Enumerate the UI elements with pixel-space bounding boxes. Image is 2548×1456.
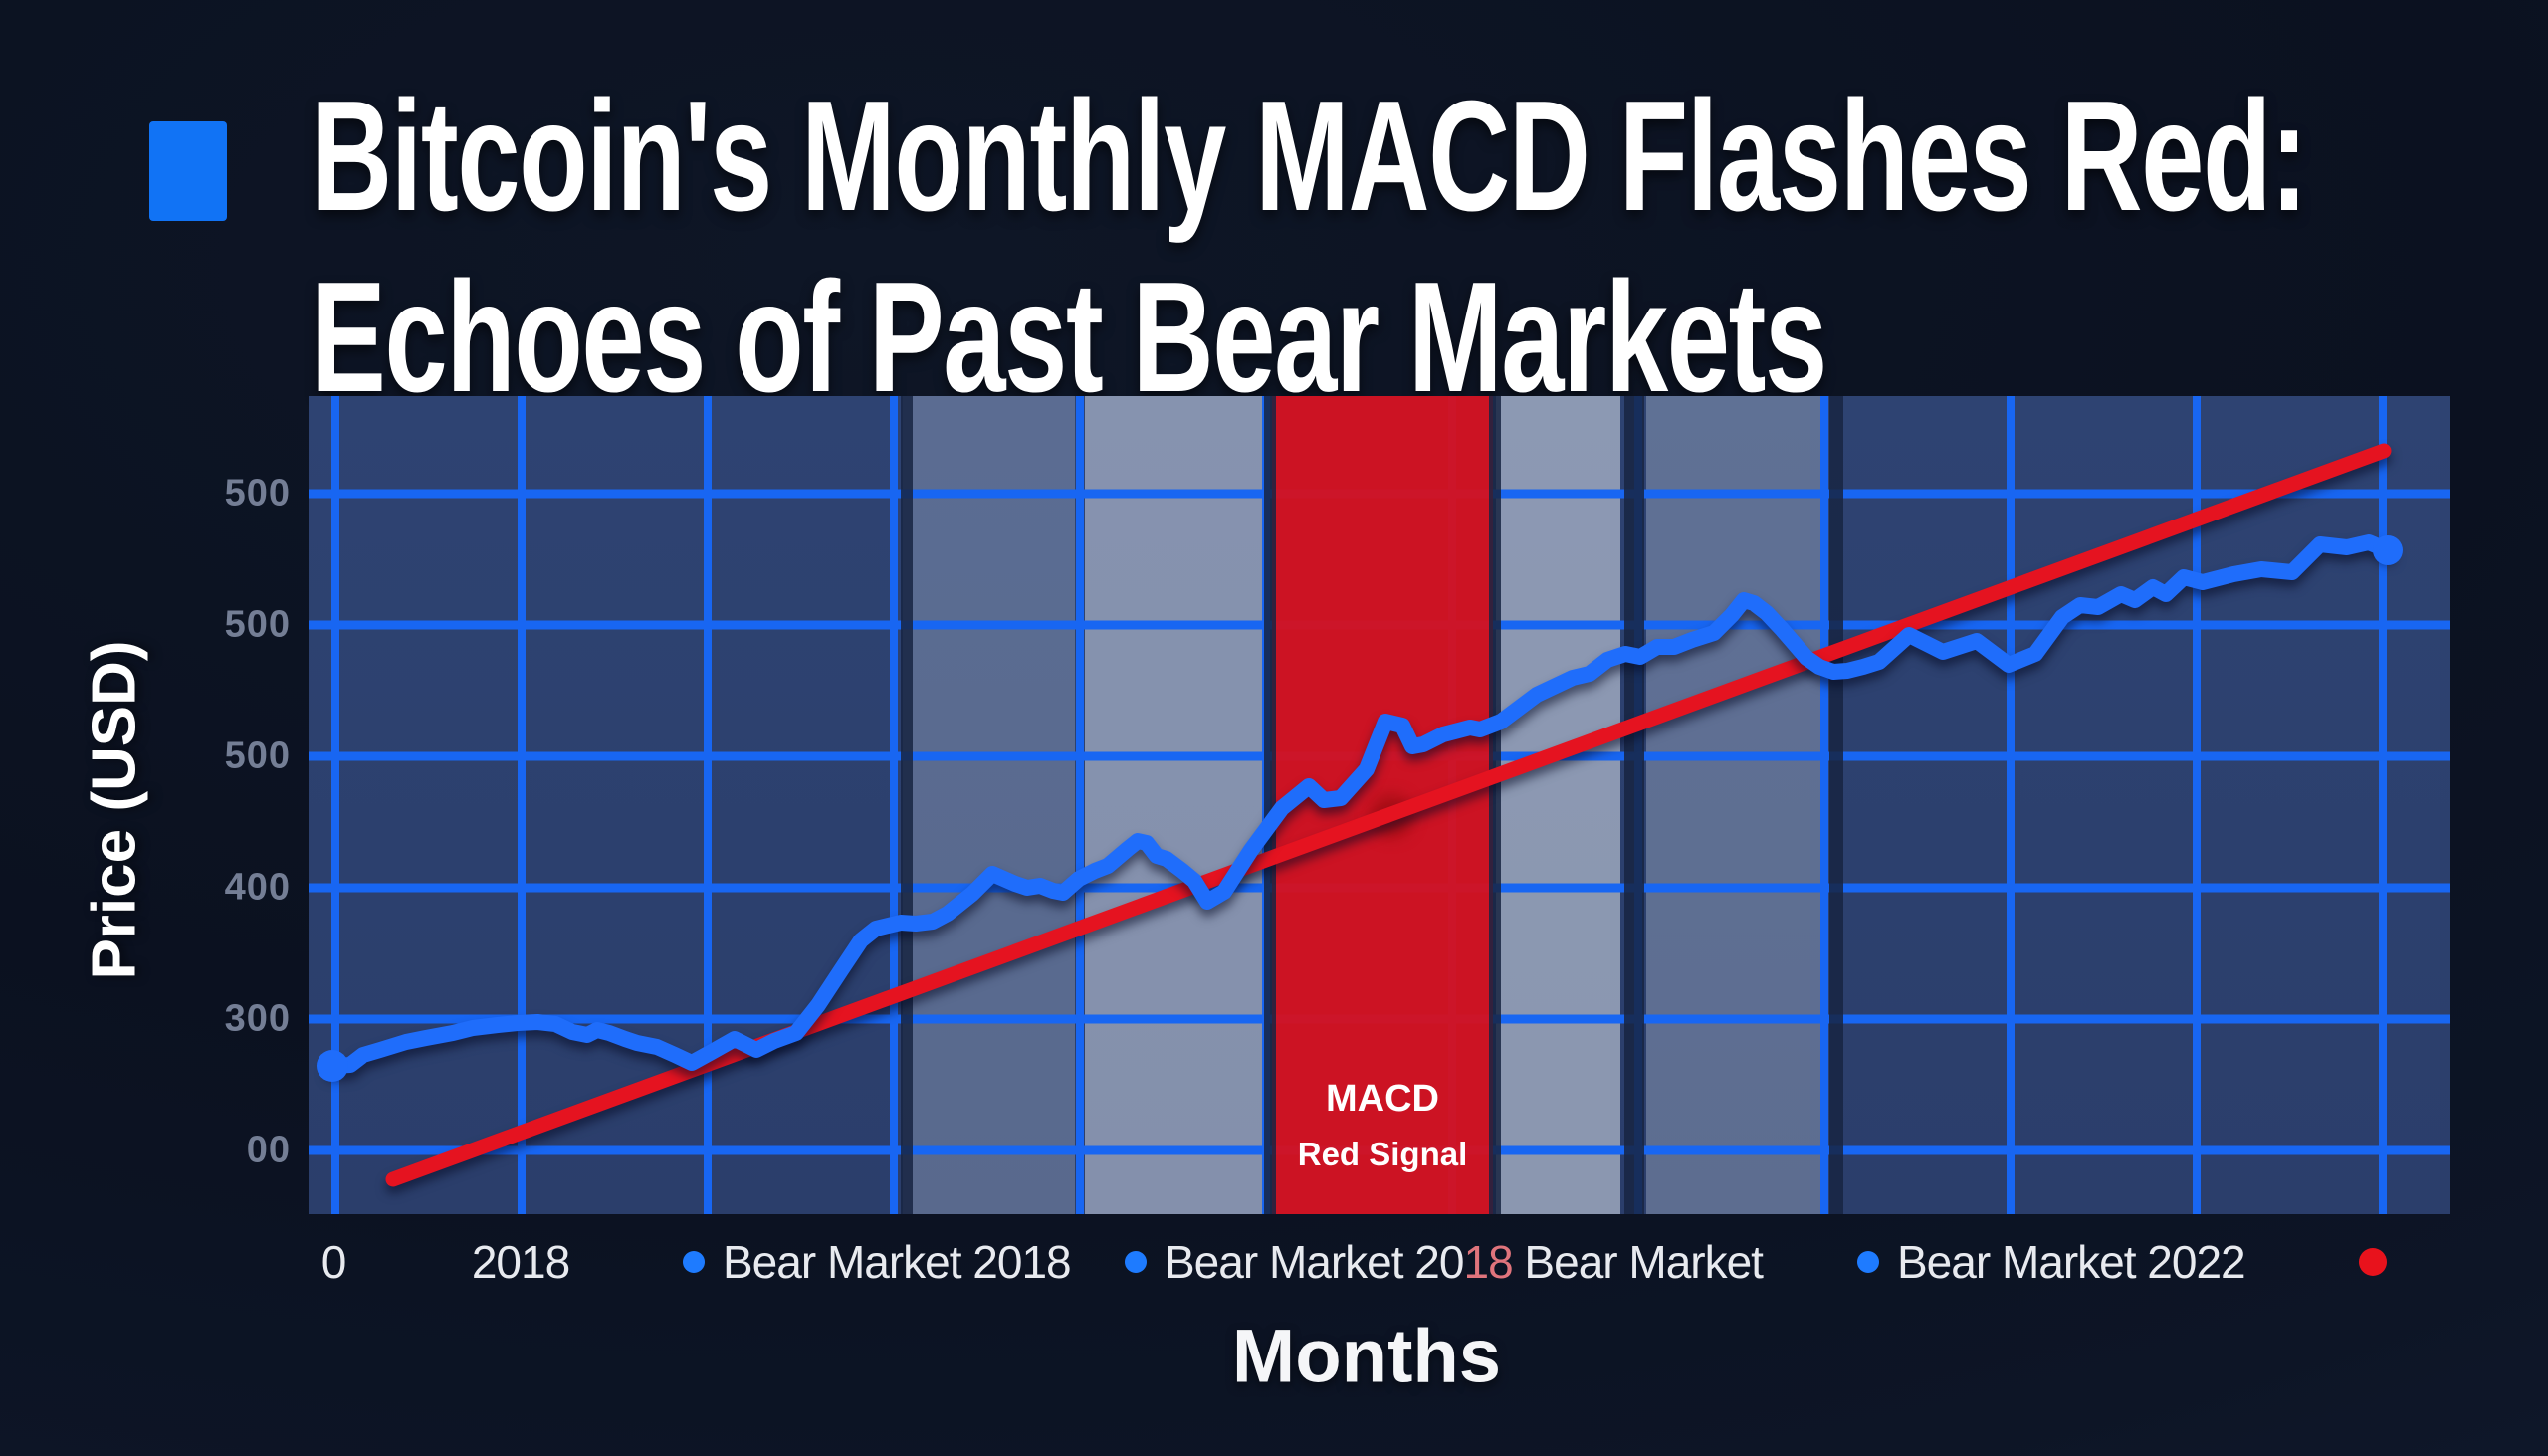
- legend-item: Bear Market 2018: [683, 1235, 1072, 1289]
- legend-red-dot: [2359, 1248, 2387, 1276]
- legend-item: Bear Market 2022: [1857, 1235, 2246, 1289]
- legend-blue-dot: [1125, 1251, 1147, 1273]
- legend-label-part: Bear Market 2018: [723, 1236, 1072, 1288]
- trend-line: [385, 443, 2392, 1187]
- macd-red-signal-annotation: MACD Red Signal: [1298, 1076, 1468, 1177]
- title-bullet-square: [149, 121, 227, 221]
- macd-annotation-line1: MACD: [1326, 1078, 1439, 1120]
- band-edge-strip: [1489, 396, 1501, 1214]
- x-axis-title: Months: [1231, 1314, 1502, 1399]
- legend-label: Bear Market 2018 Bear Market: [1165, 1235, 1764, 1289]
- y-tick-label: 400: [224, 866, 291, 909]
- x-tick-label: 0: [320, 1236, 347, 1288]
- bear-market-shade: [903, 396, 1075, 1214]
- legend-label-part: Bear Market: [1512, 1236, 1764, 1288]
- legend-blue-dot: [1857, 1251, 1879, 1273]
- y-tick-label: 500: [224, 472, 291, 515]
- legend-label-part: Bear Market 2022: [1897, 1236, 2246, 1288]
- legend-marker: [2359, 1248, 2387, 1276]
- bear-market-shade: [1646, 396, 1821, 1214]
- band-edge-strip: [1829, 396, 1843, 1214]
- legend-label: Bear Market 2018: [723, 1235, 1072, 1289]
- legend-label-part: 18: [1463, 1236, 1513, 1288]
- chart-plot-area: [309, 396, 2450, 1214]
- page-title-line2: Echoes of Past Bear Markets: [311, 250, 1827, 425]
- y-tick-label: 500: [224, 734, 291, 777]
- band-edge-strip: [1264, 396, 1276, 1214]
- page-title: Bitcoin's Monthly MACD Flashes Red: Echo…: [311, 66, 2548, 428]
- bear-market-shade: [1085, 396, 1266, 1214]
- page-title-line1: Bitcoin's Monthly MACD Flashes Red:: [311, 69, 2308, 244]
- y-axis-label: Price (USD): [80, 640, 149, 980]
- y-tick-label: 00: [246, 1129, 291, 1171]
- band-edge-strip: [1624, 396, 1644, 1214]
- price-line-end-dot: [2373, 535, 2403, 565]
- legend-label-part: Bear Market 20: [1165, 1236, 1464, 1288]
- price-line: [324, 534, 2396, 1074]
- band-edge-strip: [901, 396, 913, 1214]
- legend-item: Bear Market 2018 Bear Market: [1125, 1235, 1764, 1289]
- x-tick-label: 2018: [471, 1236, 570, 1288]
- bear-market-shade: [1496, 396, 1620, 1214]
- y-tick-label: 300: [224, 997, 291, 1040]
- y-tick-label: 500: [224, 603, 291, 646]
- legend-label: Bear Market 2022: [1897, 1235, 2246, 1289]
- macd-annotation-line2: Red Signal: [1297, 1136, 1468, 1172]
- legend-blue-dot: [683, 1251, 705, 1273]
- chart-canvas: [309, 396, 2450, 1214]
- price-line-start-dot: [317, 1050, 348, 1082]
